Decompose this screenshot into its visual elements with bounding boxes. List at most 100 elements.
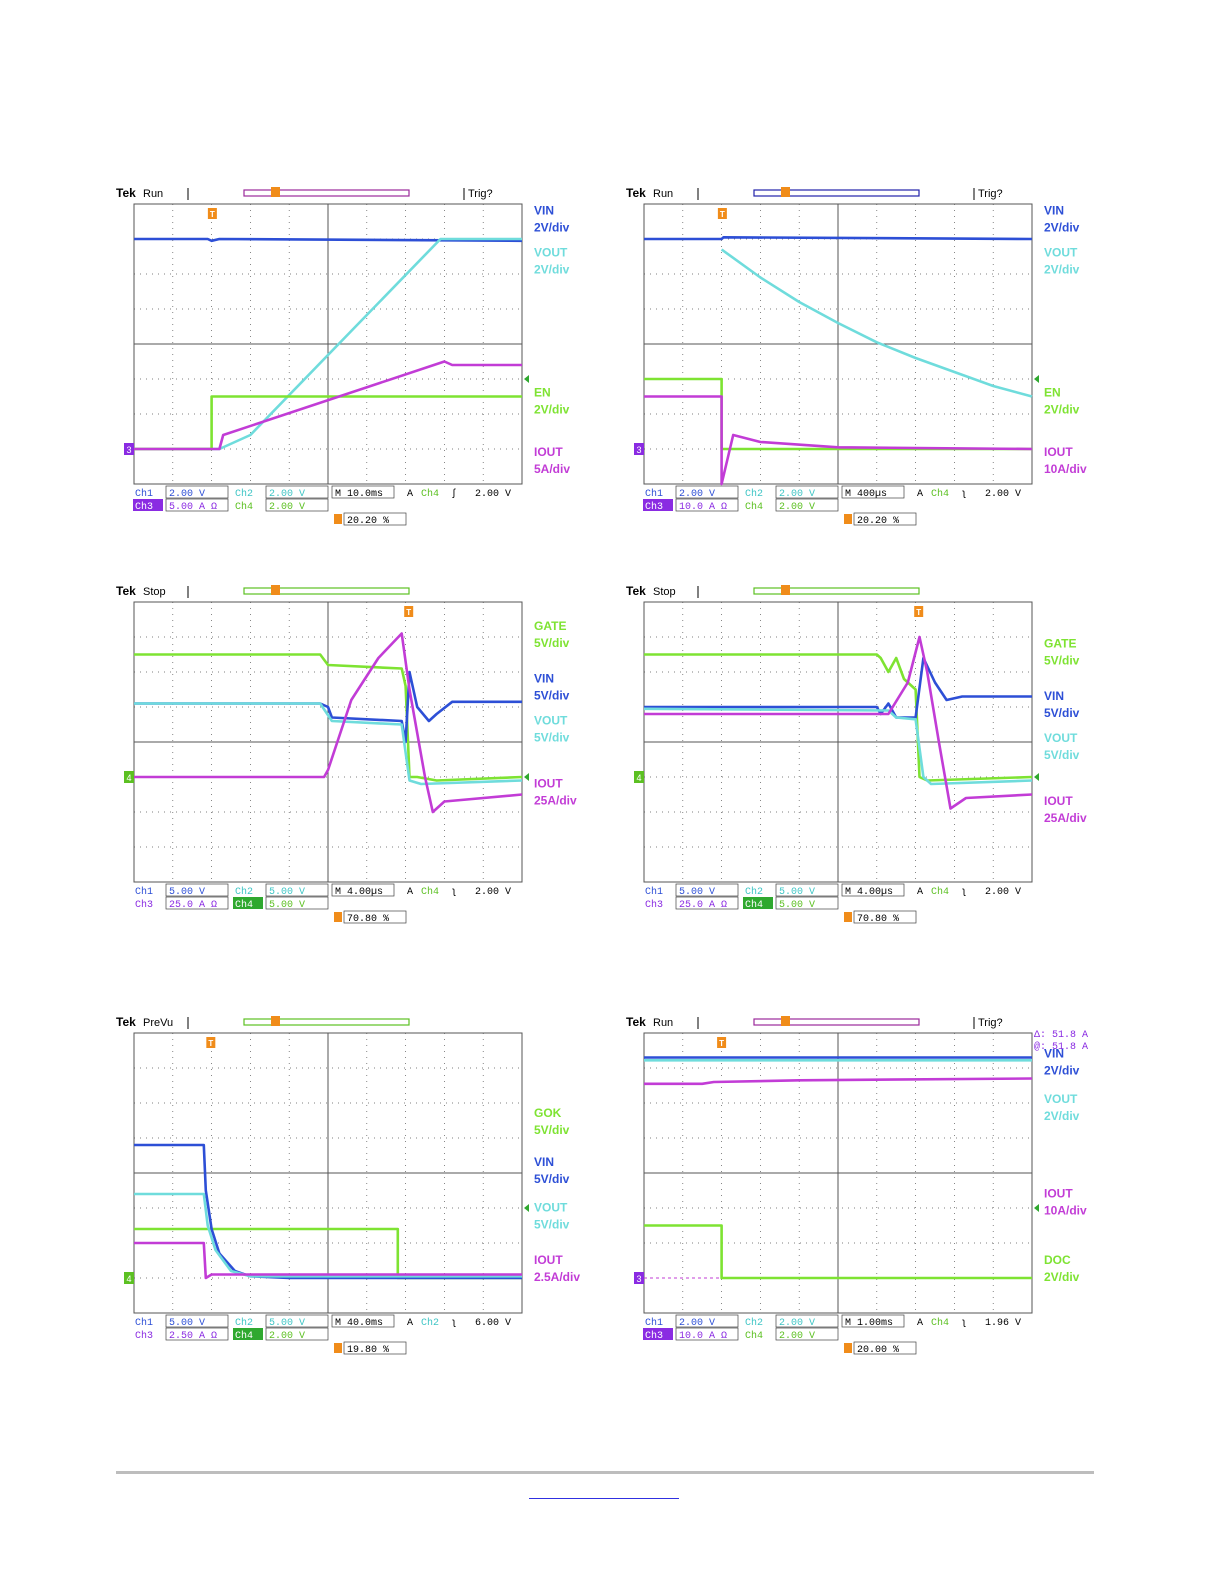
readout-field: A (917, 1318, 923, 1329)
svg-text:T: T (719, 1039, 724, 1048)
channel-name-label: IOUT (1044, 445, 1073, 459)
trigger-position-readout: 70.80 % (347, 914, 389, 925)
readout-field: 5.00 A Ω (169, 502, 217, 513)
channel-scale-label: 2V/div (1044, 221, 1080, 235)
scope-state: Stop (653, 586, 676, 598)
channel-ground-label: 4 (636, 773, 641, 783)
channel-scale-label: 5V/div (1044, 706, 1080, 720)
readout-field: Ch4 (745, 1330, 763, 1342)
trace-vout (134, 702, 523, 786)
channel-scale-label: 2V/div (534, 221, 570, 235)
readout-field: Ch2 (235, 488, 253, 500)
channel-ground-label: 3 (126, 445, 131, 455)
trigger-pos-icon (334, 514, 342, 524)
cursor-at-readout: @: 51.8 A (1034, 1041, 1088, 1053)
channel-scale-label: 2V/div (1044, 403, 1080, 417)
trace-doc (644, 1224, 1032, 1280)
channel-scale-label: 5V/div (534, 1123, 570, 1137)
readout-box (331, 485, 395, 499)
footer-link[interactable] (529, 1480, 679, 1499)
channel-scale-label: 5V/div (534, 636, 570, 650)
channel-ground-label: 4 (126, 773, 131, 783)
trig-status: Trig? (468, 188, 493, 200)
readout-field: 2.00 V (269, 489, 305, 500)
readout-box (675, 1314, 739, 1328)
readout-field: 2.00 V (985, 887, 1021, 898)
channel-name-label: GATE (534, 619, 566, 633)
channel-scale-label: 2V/div (534, 403, 570, 417)
trigger-level-arrow (524, 375, 529, 383)
readout-box (675, 1327, 739, 1341)
scope-state: Run (653, 188, 673, 200)
channel-ground-marker (634, 771, 644, 783)
trigger-position-readout: 19.80 % (347, 1345, 389, 1356)
readout-field: Ch4 (745, 501, 763, 513)
channel-ground-label: 4 (126, 1274, 131, 1284)
channel-ground-marker (124, 771, 134, 783)
readout-field: 2.00 V (779, 1318, 815, 1329)
graticule (133, 601, 523, 883)
readout-field: Ch2 (421, 1317, 439, 1329)
trace-vin (134, 670, 522, 744)
readout-field: Ch3 (135, 1330, 153, 1342)
channel-name-label: VIN (534, 1155, 554, 1169)
readout-field: Ch3 (645, 1330, 663, 1342)
readout-box (775, 883, 839, 897)
readout-field: Ch2 (745, 886, 763, 898)
readout-field: ʅ (451, 1318, 457, 1329)
readout-box (775, 896, 839, 910)
trigger-level-arrow (524, 1204, 529, 1212)
channel-scale-label: 2V/div (1044, 1270, 1080, 1284)
channel-name-label: IOUT (534, 1253, 563, 1267)
readout-field: Ch4 (745, 899, 763, 911)
readout-highlight (233, 1328, 263, 1340)
record-length-bar (243, 1018, 410, 1026)
readout-field: Ch3 (645, 501, 663, 513)
readout-box (165, 883, 229, 897)
channel-scale-label: 5A/div (534, 462, 570, 476)
readout-field: 2.00 V (475, 489, 511, 500)
trig-status: Trig? (978, 188, 1003, 200)
record-trigger-marker (271, 187, 280, 197)
readout-field: A (407, 887, 413, 898)
readout-highlight (233, 897, 263, 909)
readout-highlight (643, 499, 673, 511)
readout-field: Ch1 (135, 886, 153, 898)
readout-box (841, 1314, 905, 1328)
readout-field: Ch4 (421, 488, 439, 500)
readout-field: ʅ (961, 1318, 967, 1329)
cursor-delta-readout: Δ: 51.8 A (1034, 1030, 1088, 1041)
channel-scale-label: 5V/div (534, 689, 570, 703)
trigger-position-readout: 70.80 % (857, 914, 899, 925)
record-trigger-marker (781, 585, 790, 595)
trigger-position-marker: T (207, 208, 217, 219)
trace-iout (134, 1241, 522, 1280)
readout-field: 5.00 V (169, 1318, 205, 1329)
trace-vout (134, 1192, 522, 1278)
trig-status: Trig? (978, 1017, 1003, 1029)
readout-field: Ch2 (235, 886, 253, 898)
trigger-level-arrow (524, 773, 529, 781)
readout-field: ʃ (451, 488, 457, 500)
svg-text:T: T (210, 210, 215, 219)
readout-field: ʅ (961, 489, 967, 500)
readout-box (775, 1314, 839, 1328)
readout-field: 2.00 V (985, 489, 1021, 500)
channel-name-label: VIN (1044, 1047, 1064, 1061)
channel-ground-label: 3 (636, 445, 641, 455)
readout-field: 2.00 V (269, 502, 305, 513)
scope-svg-2: Tek Run Trig? T 3 VIN 2V/div VOUT 2V/div EN 2V/div… (626, 186, 1087, 527)
readout-field: Ch3 (135, 501, 153, 513)
trigger-position-marker: T (914, 606, 924, 617)
trace-vin (644, 236, 1033, 241)
readout-box (675, 896, 739, 910)
scope-state: Run (143, 188, 163, 200)
readout-box (331, 1314, 395, 1328)
channel-name-label: VIN (1044, 689, 1064, 703)
readout-field: 5.00 V (679, 887, 715, 898)
channel-ground-marker (124, 443, 134, 455)
readout-field: 5.00 V (269, 887, 305, 898)
channel-scale-label: 25A/div (534, 794, 577, 808)
readout-field: Ch1 (645, 488, 663, 500)
trace-iout (644, 395, 1033, 486)
